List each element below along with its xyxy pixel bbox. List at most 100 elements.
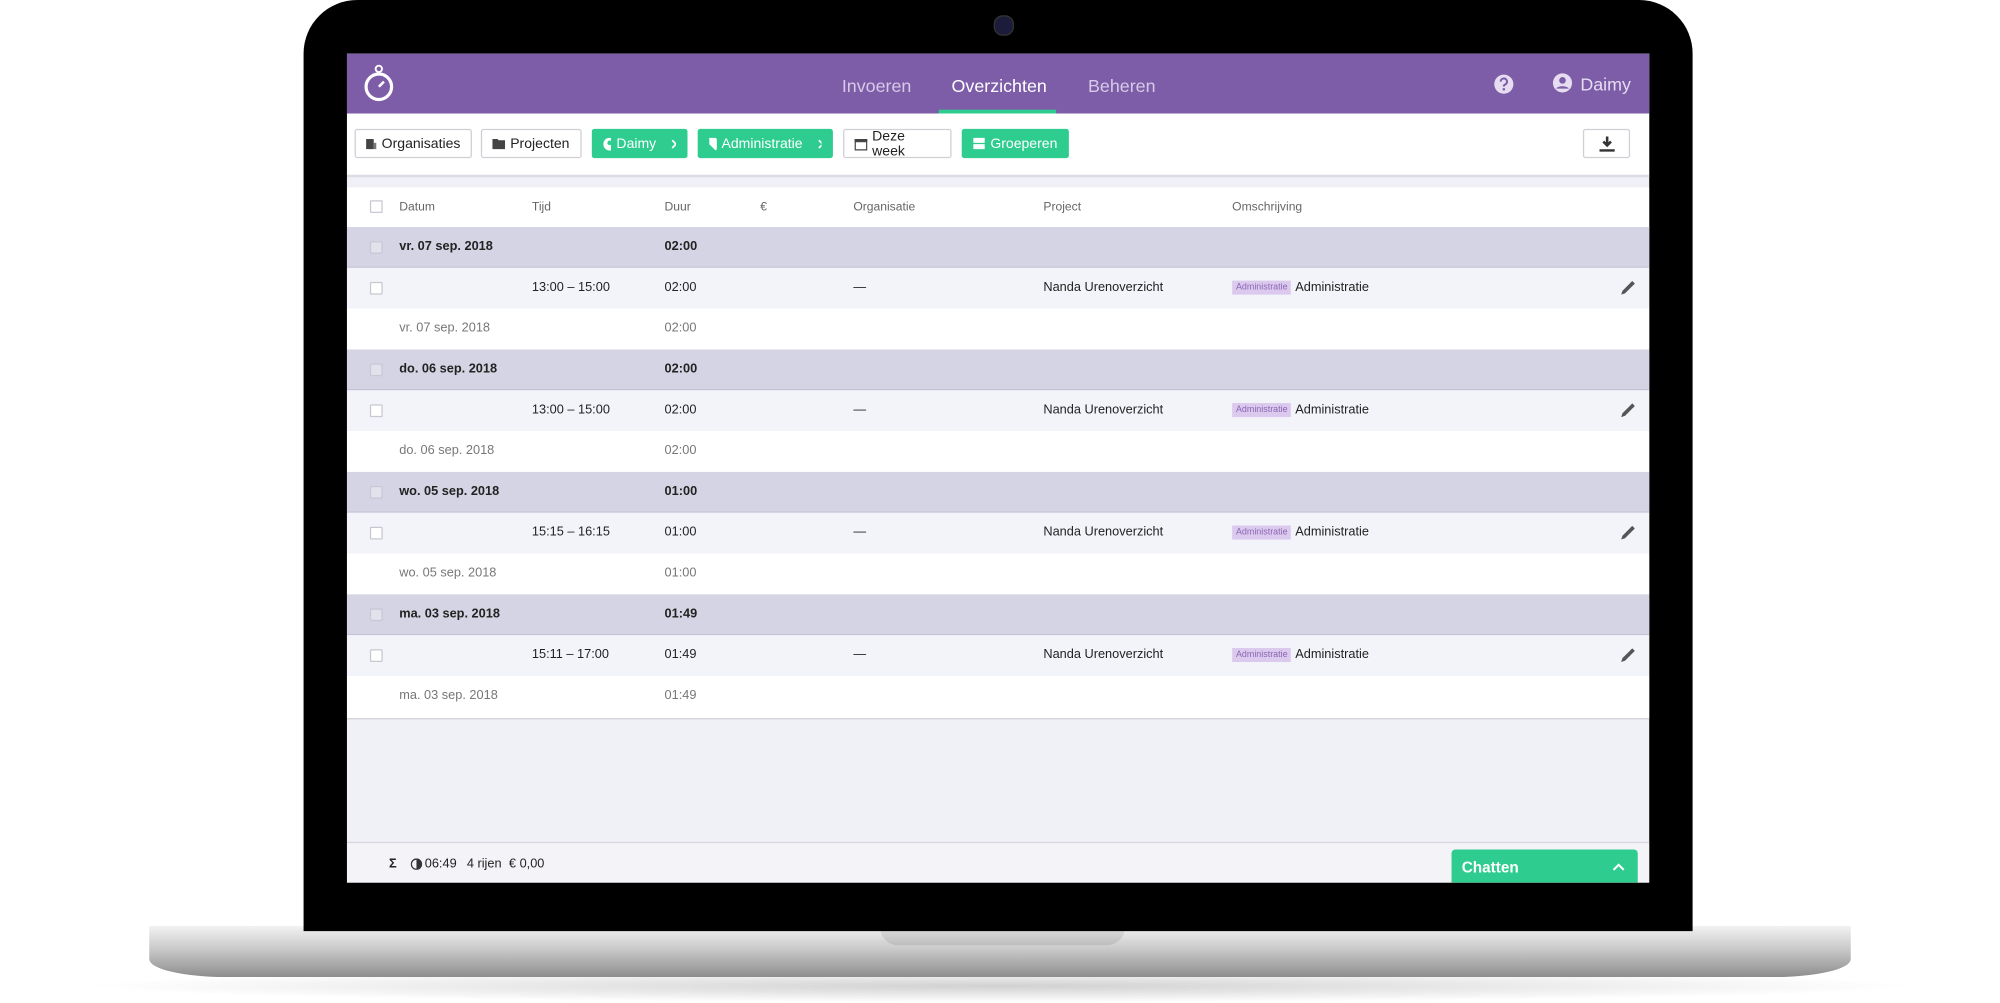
entry-duration: 01:00 — [664, 525, 697, 540]
checkbox[interactable] — [369, 485, 383, 499]
group-row: ma. 03 sep. 2018 01:49 — [346, 594, 1650, 636]
help-icon[interactable] — [1494, 74, 1514, 94]
logo[interactable] — [362, 62, 398, 103]
group-date: do. 06 sep. 2018 — [399, 362, 498, 377]
nav-item[interactable]: Beheren — [1088, 75, 1156, 96]
group-row: vr. 07 sep. 2018 02:00 — [346, 227, 1650, 268]
entry-description: Administratie Administratie — [1232, 390, 1369, 431]
tag: Administratie — [1232, 403, 1292, 418]
subtotal-duration: 01:49 — [664, 688, 697, 703]
checkbox[interactable] — [369, 608, 383, 622]
checkbox[interactable] — [369, 404, 383, 418]
edit-button[interactable] — [1619, 279, 1637, 297]
subtotal-duration: 01:00 — [664, 566, 697, 581]
group-total: 02:00 — [664, 362, 698, 377]
column-header: Tijd — [531, 200, 551, 215]
column-header: Datum — [399, 200, 435, 215]
group-row: do. 06 sep. 2018 02:00 — [346, 349, 1650, 391]
subtotal-row: vr. 07 sep. 2018 02:00 — [346, 308, 1650, 350]
nav-item[interactable]: Invoeren — [841, 75, 912, 96]
entry-project: Nanda Urenoverzicht — [1043, 280, 1164, 295]
button-label: Organisaties — [381, 135, 461, 152]
table-body: vr. 07 sep. 2018 02:00 13:00 – 15:00 02:00 —… — [346, 227, 1650, 720]
active-indicator — [938, 109, 1057, 114]
checkbox[interactable] — [369, 281, 383, 295]
edit-button[interactable] — [1619, 524, 1637, 542]
chevron — [1612, 863, 1625, 871]
screen: Invoeren Overzichten Beheren Daimy Organ… — [346, 53, 1650, 883]
clock-icon — [410, 858, 423, 870]
tag: Administratie — [1232, 280, 1292, 295]
entry-project: Nanda Urenoverzicht — [1043, 647, 1164, 662]
entry-description: Administratie Administratie — [1232, 513, 1369, 554]
user-name[interactable]: Daimy — [1580, 73, 1631, 95]
edit-button[interactable] — [1619, 402, 1637, 420]
camera — [993, 15, 1015, 36]
column-header: Omschrijving — [1232, 200, 1303, 215]
entry-project: Nanda Urenoverzicht — [1043, 525, 1164, 540]
entry-organisation: — — [853, 403, 867, 418]
filter-chip[interactable]: Administratie — [697, 128, 833, 159]
tag: Administratie — [1232, 525, 1292, 540]
subtotal-row: ma. 03 sep. 2018 01:49 — [346, 676, 1650, 717]
description-text: Administratie — [1295, 525, 1369, 540]
column-header: € — [760, 200, 767, 215]
tag: Administratie — [1232, 647, 1292, 662]
edit-button[interactable] — [1619, 647, 1637, 665]
group-date: wo. 05 sep. 2018 — [399, 484, 500, 499]
group-total: 02:00 — [664, 239, 698, 254]
entry-project: Nanda Urenoverzicht — [1043, 403, 1164, 418]
nav-item[interactable]: Overzichten — [951, 75, 1047, 96]
checkbox[interactable] — [369, 649, 383, 662]
subtotal-row: do. 06 sep. 2018 02:00 — [346, 431, 1650, 472]
filter-button[interactable]: Projecten — [480, 128, 582, 159]
filter-button[interactable]: Organisaties — [354, 128, 472, 159]
user-icon[interactable] — [1552, 73, 1573, 93]
entry-organisation: — — [853, 525, 867, 540]
entry-time: 13:00 – 15:00 — [531, 280, 610, 295]
button-label: Projecten — [510, 135, 570, 152]
entry-row: 13:00 – 15:00 02:00 — Nanda Urenoverzicht Ad… — [346, 267, 1650, 309]
row-count: 4 rijen — [466, 857, 502, 872]
filter-button[interactable]: Deze week — [843, 128, 952, 159]
group-date: vr. 07 sep. 2018 — [399, 239, 493, 254]
subtotal-row: wo. 05 sep. 2018 01:00 — [346, 553, 1650, 595]
checkbox[interactable] — [369, 200, 383, 214]
footer: Σ 06:49 4 rijen € 0,00 — [346, 841, 1650, 883]
entry-duration: 02:00 — [664, 280, 697, 295]
group-date: ma. 03 sep. 2018 — [399, 607, 500, 622]
subtotal-date: wo. 05 sep. 2018 — [399, 566, 497, 581]
entry-row: 15:11 – 17:00 01:49 — Nanda Urenoverzicht Ad… — [346, 635, 1650, 677]
group-button[interactable]: Groeperen — [961, 128, 1069, 159]
subtotal-duration: 02:00 — [664, 443, 697, 458]
checkbox[interactable] — [369, 241, 383, 254]
table-header: Datum Tijd Duur € Organisatie Project Omschrij… — [346, 187, 1650, 229]
download-button[interactable] — [1582, 128, 1631, 159]
subtotal-date: vr. 07 sep. 2018 — [399, 321, 491, 336]
description-text: Administratie — [1295, 647, 1369, 662]
group-row: wo. 05 sep. 2018 01:00 — [346, 471, 1650, 513]
entry-description: Administratie Administratie — [1232, 268, 1369, 309]
entry-time: 15:11 – 17:00 — [531, 647, 609, 662]
checkbox[interactable] — [369, 363, 383, 377]
entry-time: 13:00 – 15:00 — [531, 403, 610, 418]
entry-row: 13:00 – 15:00 02:00 — Nanda Urenoverzicht Ad… — [346, 390, 1650, 432]
chat-button[interactable]: Chatten — [1451, 849, 1638, 883]
checkbox[interactable] — [369, 526, 383, 540]
total-duration: 06:49 — [424, 857, 457, 872]
button-label: Administratie — [721, 135, 803, 152]
description-text: Administratie — [1295, 280, 1369, 295]
button-label: Deze week — [872, 128, 905, 159]
filter-chip[interactable]: Daimy — [591, 128, 688, 159]
group-total: 01:00 — [664, 484, 698, 499]
subtotal-duration: 02:00 — [664, 321, 697, 336]
button-label: Groeperen — [990, 135, 1058, 152]
total-amount: € 0,00 — [508, 857, 545, 872]
chat-label: Chatten — [1461, 858, 1519, 877]
column-header: Project — [1043, 200, 1082, 215]
entry-duration: 01:49 — [664, 647, 697, 662]
entry-duration: 02:00 — [664, 403, 697, 418]
description-text: Administratie — [1295, 403, 1369, 418]
